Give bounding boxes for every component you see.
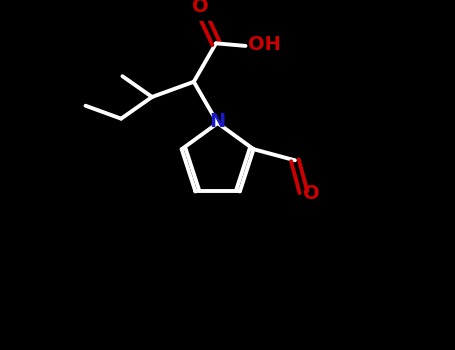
Text: O: O	[192, 0, 209, 16]
Text: OH: OH	[248, 35, 281, 54]
Text: N: N	[209, 112, 226, 131]
Text: O: O	[303, 184, 320, 203]
